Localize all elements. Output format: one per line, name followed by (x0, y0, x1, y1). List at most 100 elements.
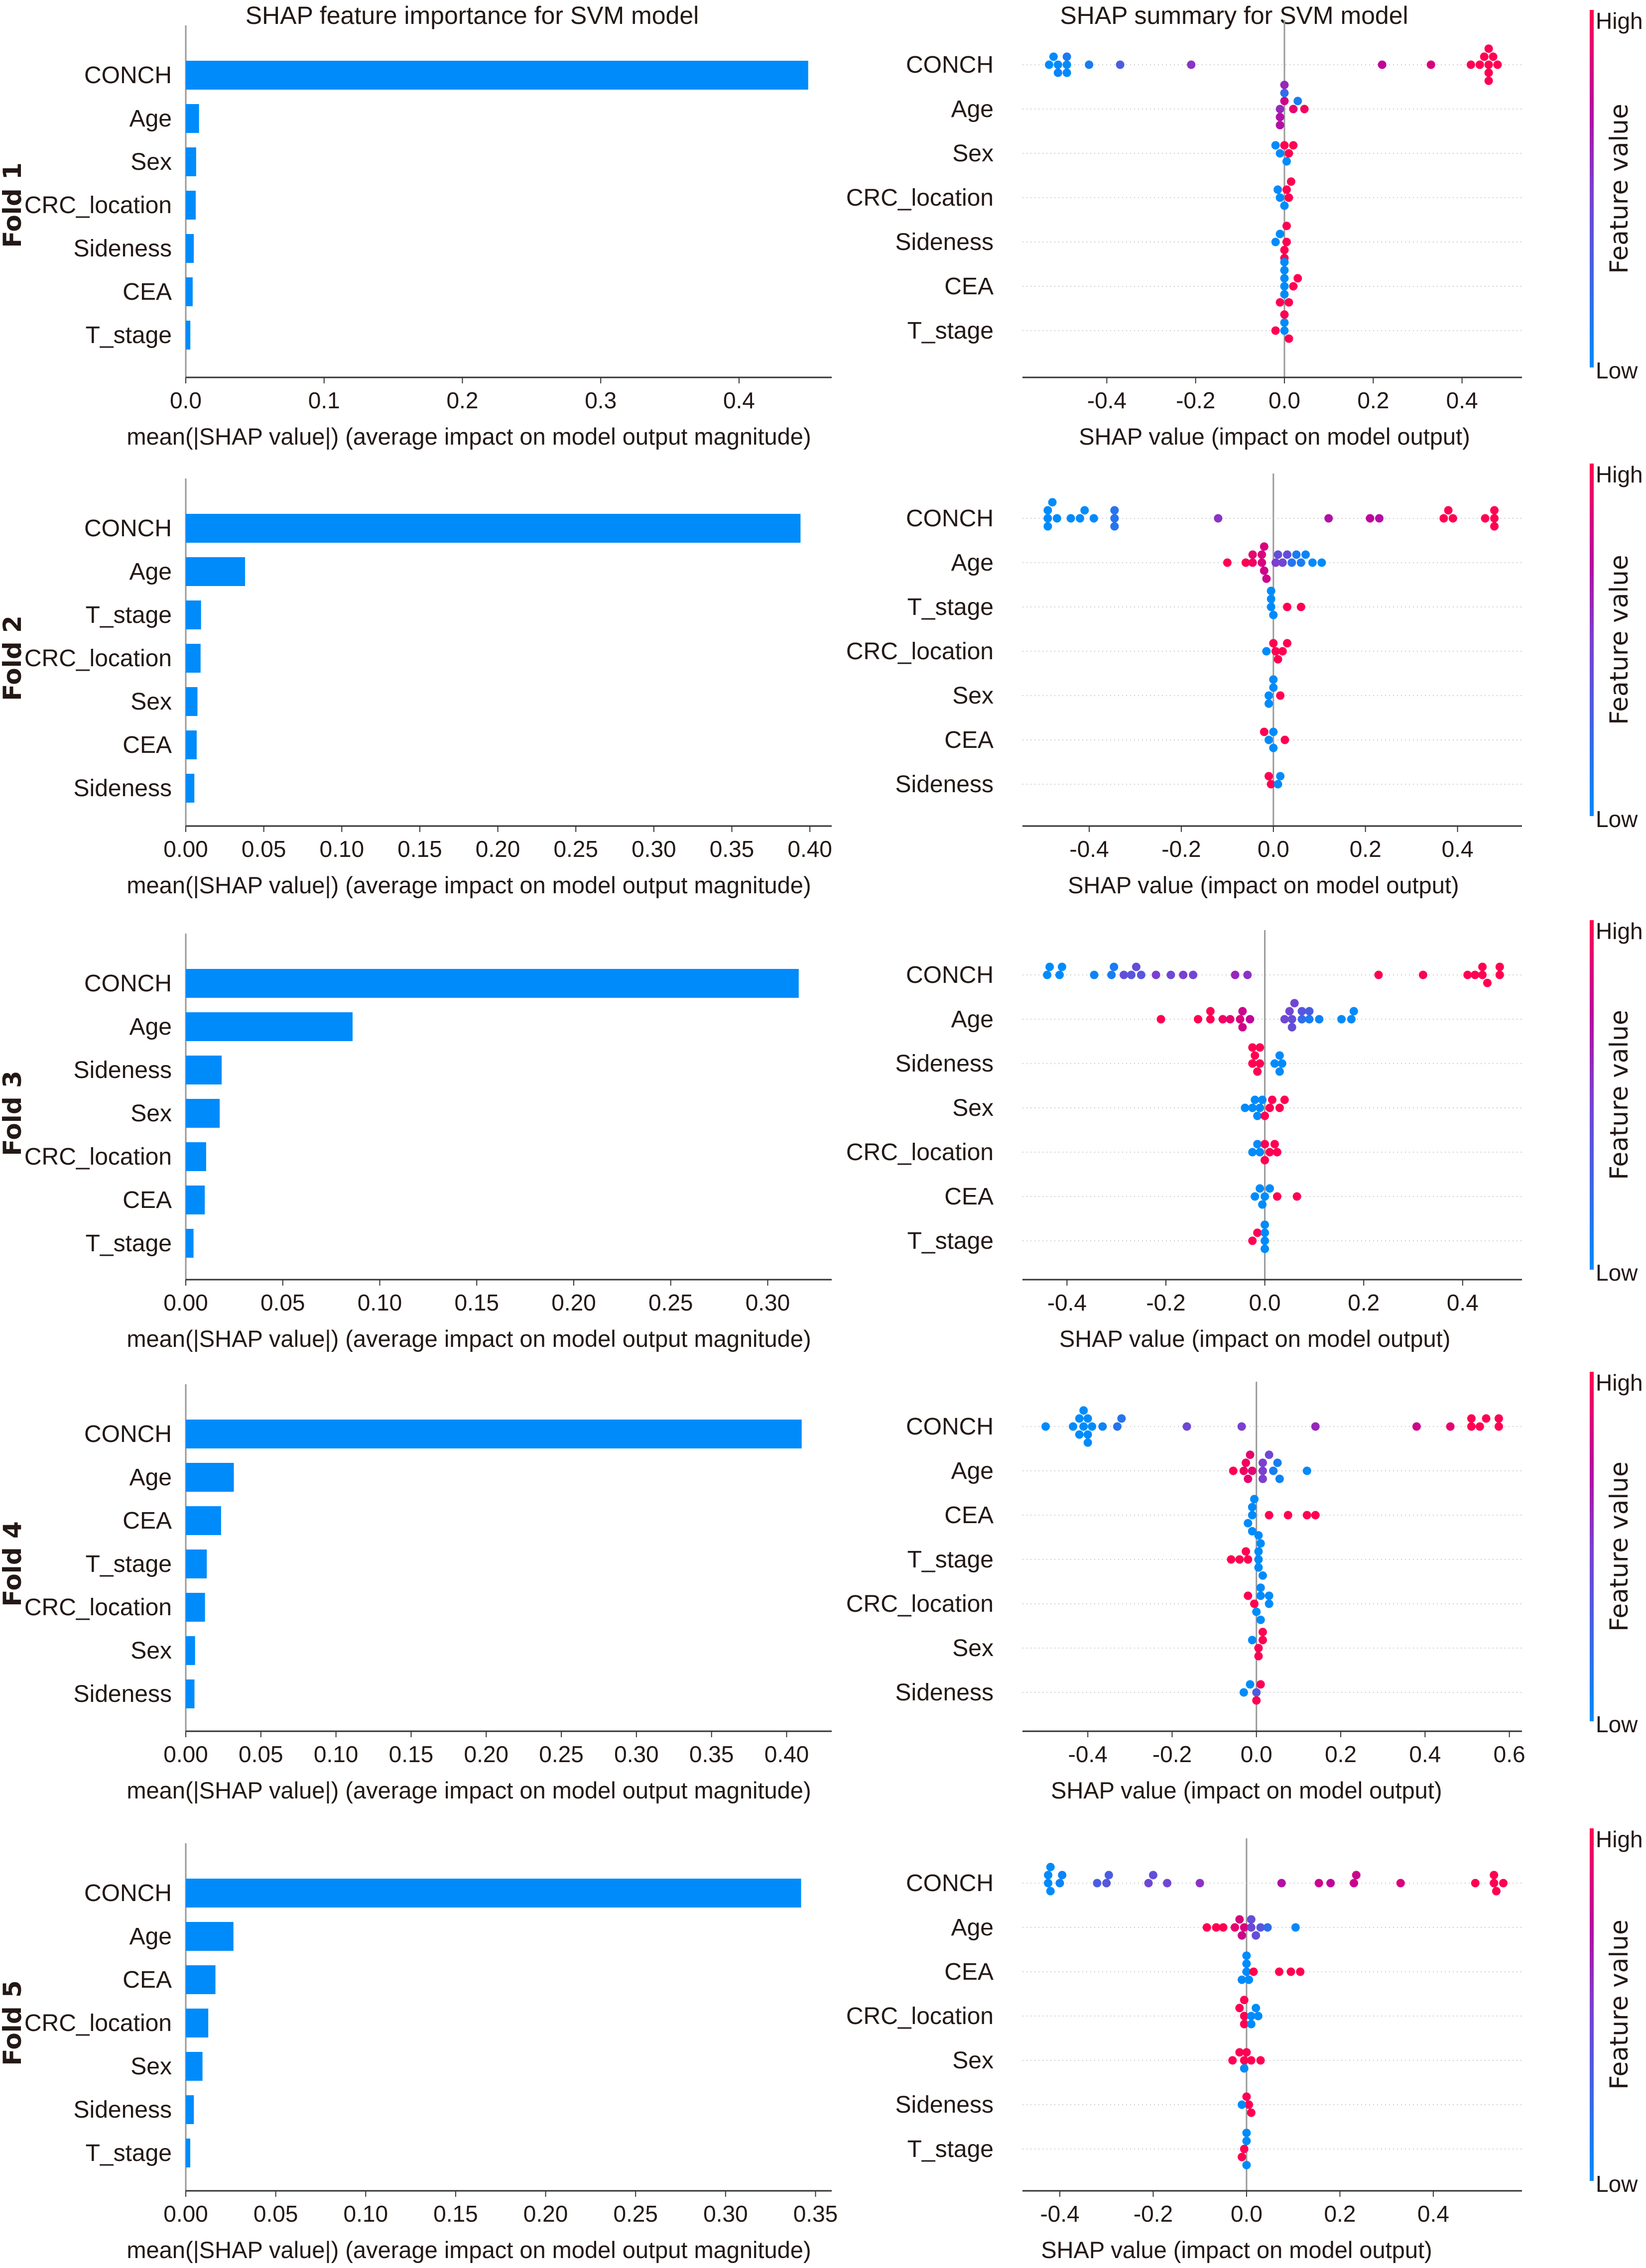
bar-feature-label: Sideness (74, 1681, 172, 1707)
bar-feature-label: CEA (123, 1508, 172, 1534)
shap-point (1261, 1111, 1269, 1120)
swarm-feature-label: CEA (944, 273, 994, 300)
shap-point (1263, 1923, 1272, 1932)
shap-point (1242, 2129, 1251, 2138)
shap-point (1062, 52, 1071, 61)
shap-point (1268, 1095, 1276, 1104)
shap-point (1275, 1474, 1284, 1483)
shap-point (1261, 1156, 1269, 1165)
importance-bar (186, 1879, 801, 1908)
shap-point (1251, 1192, 1260, 1201)
shap-point (1448, 514, 1457, 523)
shap-point (1253, 1140, 1262, 1149)
shap-point (1292, 1192, 1301, 1201)
swarm-x-tick-label: 0.2 (1325, 1741, 1357, 1767)
shap-point (1045, 962, 1054, 971)
shap-point (1471, 1879, 1480, 1888)
shap-point (1066, 514, 1075, 523)
shap-point (1492, 1887, 1501, 1896)
shap-point (1305, 1007, 1314, 1016)
shap-point (1254, 1531, 1263, 1540)
shap-point (1246, 1015, 1255, 1024)
shap-point (1238, 2152, 1247, 2161)
importance-bar (186, 1679, 195, 1708)
importance-bar (186, 774, 195, 803)
shap-point (1238, 1023, 1247, 1032)
shap-point (1280, 290, 1289, 299)
bar-feature-label: CEA (123, 1187, 172, 1213)
shap-point (1250, 1599, 1259, 1608)
shap-point (1089, 514, 1098, 523)
importance-bar (186, 1012, 353, 1041)
swarm-x-axis-label: SHAP value (impact on model output) (1079, 423, 1470, 450)
bar-feature-label: T_stage (86, 602, 172, 628)
shap-point (1270, 1059, 1279, 1068)
fold-panel: Fold 2 CONCH Age T_stage CRC_location Sex CEA S… (0, 462, 1643, 898)
shap-point (1337, 1015, 1346, 1024)
shap-point (1247, 1923, 1256, 1932)
right-column-title: SHAP summary for SVM model (1060, 1, 1408, 29)
bar-x-tick-label: 0.05 (242, 836, 286, 862)
colorbar-high-label: High (1596, 1826, 1643, 1852)
shap-point (1256, 1583, 1265, 1592)
shap-point (1278, 558, 1287, 567)
swarm-x-tick-label: 0.0 (1241, 1741, 1272, 1767)
shap-point (1206, 1015, 1215, 1024)
shap-point (1189, 970, 1198, 979)
shap-point (1090, 970, 1099, 979)
swarm-feature-label: T_stage (907, 1547, 994, 1573)
shap-point (1248, 1503, 1257, 1512)
shap-point (1280, 89, 1289, 98)
bar-feature-label: CEA (123, 732, 172, 758)
bar-x-tick-label: 0.20 (523, 2201, 568, 2227)
swarm-feature-label: Sex (952, 1635, 994, 1662)
importance-bar (186, 191, 196, 220)
shap-point (1273, 1458, 1282, 1467)
importance-bar (186, 277, 193, 306)
shap-point (1041, 1422, 1050, 1431)
shap-point (1053, 68, 1062, 77)
swarm-feature-label: Sex (952, 140, 994, 167)
shap-point (1253, 1228, 1262, 1237)
shap-point (1254, 1547, 1263, 1556)
shap-point (1258, 1200, 1267, 1209)
bar-x-tick-label: 0.30 (632, 836, 676, 862)
shap-point (1251, 1051, 1260, 1060)
shap-point (1242, 1967, 1251, 1976)
swarm-feature-label: Age (951, 1006, 994, 1033)
swarm-feature-label: CRC_location (846, 638, 994, 665)
shap-point (1219, 1923, 1228, 1932)
shap-point (1426, 60, 1435, 69)
swarm-feature-label: CRC_location (846, 185, 994, 211)
bar-feature-label: Sideness (74, 775, 172, 802)
left-column-title: SHAP feature importance for SVM model (246, 1, 699, 29)
shap-point (1252, 1688, 1261, 1697)
shap-point (1242, 1951, 1251, 1960)
shap-point (1291, 1923, 1300, 1932)
bar-x-tick-label: 0.30 (614, 1741, 659, 1767)
shap-point (1495, 962, 1504, 971)
shap-point (1055, 1879, 1064, 1888)
swarm-feature-label: Sideness (895, 1051, 994, 1077)
bar-x-axis-label: mean(|SHAP value|) (average impact on mo… (127, 423, 811, 450)
shap-point (1494, 1422, 1503, 1431)
swarm-x-tick-label: 0.4 (1417, 2201, 1449, 2227)
shap-point (1282, 238, 1291, 246)
bar-feature-label: CEA (123, 1967, 172, 1993)
shap-point (1480, 52, 1489, 61)
shap-point (1270, 1140, 1279, 1149)
shap-point (1271, 238, 1280, 246)
shap-point (1226, 1015, 1235, 1024)
shap-point (1269, 610, 1278, 619)
shap-point (1214, 514, 1223, 523)
shap-point (1240, 2145, 1249, 2153)
shap-point (1247, 1915, 1256, 1924)
importance-bar (186, 2009, 209, 2037)
colorbar-low-label: Low (1596, 806, 1638, 832)
importance-bar (186, 514, 801, 543)
swarm-feature-label: CONCH (906, 505, 994, 532)
shap-point (1269, 683, 1278, 692)
shap-point (1062, 60, 1071, 69)
shap-point (1478, 970, 1487, 979)
shap-point (1088, 1422, 1097, 1431)
